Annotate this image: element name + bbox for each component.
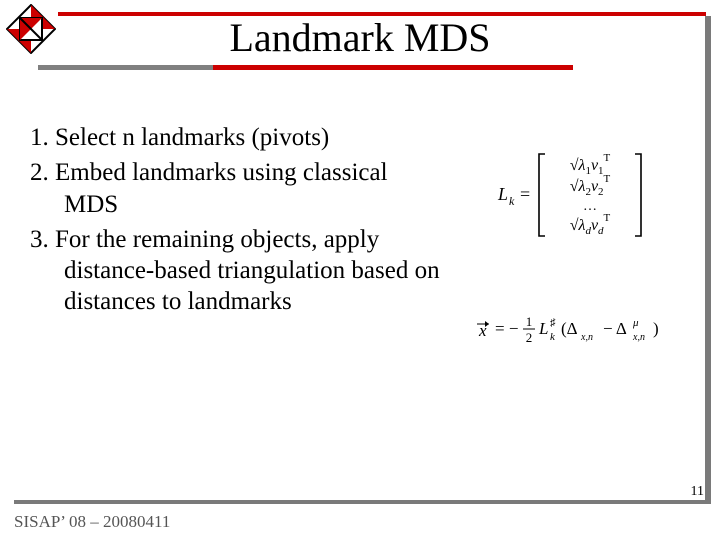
page-number: 11 xyxy=(691,484,704,500)
svg-text:L: L xyxy=(497,184,508,204)
svg-text:= −: = − xyxy=(495,319,518,338)
shadow-right xyxy=(705,16,711,502)
content-list: Select n landmarks (pivots) Embed landma… xyxy=(30,122,440,322)
footer-text: SISAP’ 08 – 20080411 xyxy=(14,512,170,532)
title-underline-red xyxy=(213,65,573,70)
svg-text:1: 1 xyxy=(526,314,533,329)
slide-title: Landmark MDS xyxy=(0,14,720,61)
equation-lk: L k = √λ1ν1T √λ2ν2T … √λdνdT xyxy=(495,148,690,248)
svg-text:=: = xyxy=(520,184,530,204)
list-item: For the remaining objects, apply distanc… xyxy=(30,224,440,318)
svg-text:x,n: x,n xyxy=(580,332,593,343)
svg-text:♯: ♯ xyxy=(550,317,556,329)
svg-text:− Δ: − Δ xyxy=(603,319,627,338)
list-item: Select n landmarks (pivots) xyxy=(30,122,440,153)
svg-text:): ) xyxy=(653,319,659,338)
svg-text:x: x xyxy=(478,321,487,340)
svg-text:k: k xyxy=(509,194,515,208)
svg-text:2: 2 xyxy=(526,330,533,345)
list-item: Embed landmarks using classical MDS xyxy=(30,157,440,220)
svg-text:√λdνdT: √λdνdT xyxy=(570,212,611,237)
svg-text:L: L xyxy=(538,319,548,338)
equation-x: x = − 1 2 L ♯ k (Δ x,n − Δ μ x,n ) xyxy=(473,310,698,355)
slide-header: Landmark MDS xyxy=(0,0,720,78)
svg-text:…: … xyxy=(583,199,597,214)
svg-text:(Δ: (Δ xyxy=(561,319,578,338)
shadow-bottom xyxy=(14,500,711,504)
svg-text:k: k xyxy=(550,331,556,343)
svg-text:μ: μ xyxy=(632,317,639,329)
slide: Landmark MDS Select n landmarks (pivots)… xyxy=(0,0,720,540)
svg-text:x,n: x,n xyxy=(632,332,645,343)
title-underline-gray xyxy=(38,65,213,70)
